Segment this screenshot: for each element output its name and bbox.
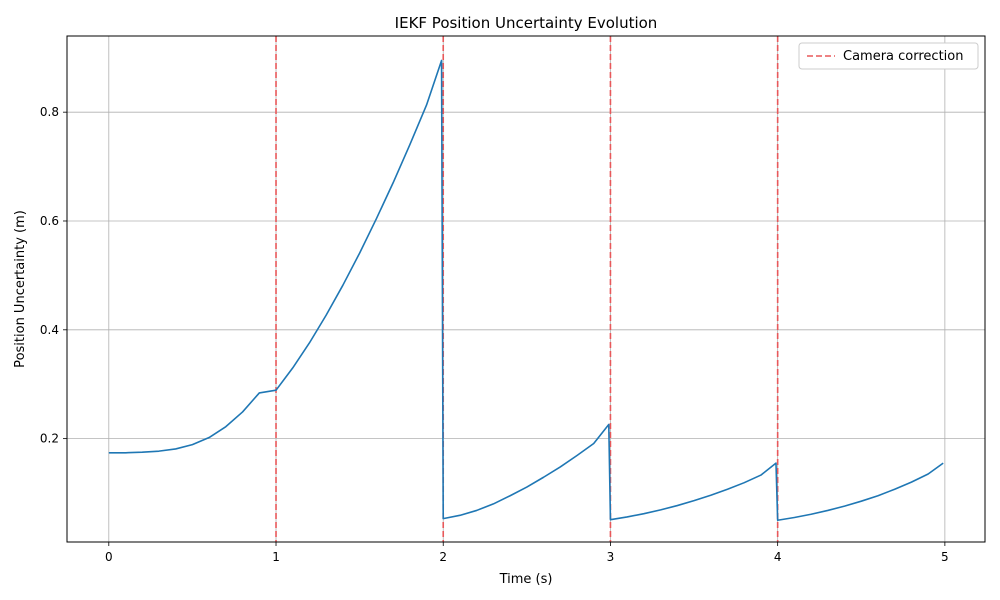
x-tick-label: 5 bbox=[941, 550, 949, 564]
chart-title: IEKF Position Uncertainty Evolution bbox=[395, 14, 658, 32]
uncertainty-line bbox=[108, 59, 944, 522]
y-tick-label: 0.8 bbox=[40, 105, 59, 119]
x-tick-label: 3 bbox=[607, 550, 615, 564]
x-axis-label: Time (s) bbox=[499, 572, 553, 587]
y-tick-label: 0.6 bbox=[40, 214, 59, 228]
y-tick-label: 0.2 bbox=[40, 432, 59, 446]
x-axis-ticks: 0 1 2 3 4 5 bbox=[105, 542, 949, 564]
uncertainty-series-line bbox=[108, 59, 944, 522]
plot-frame bbox=[66, 35, 986, 543]
y-tick-label: 0.4 bbox=[40, 323, 59, 337]
x-tick-label: 4 bbox=[774, 550, 782, 564]
camera-correction-lines bbox=[275, 36, 779, 542]
y-axis-ticks: 0.2 0.4 0.6 0.8 bbox=[40, 105, 67, 446]
y-axis-label: Position Uncertainty (m) bbox=[13, 210, 28, 368]
legend: Camera correction bbox=[798, 42, 979, 70]
grid-lines bbox=[67, 36, 985, 542]
x-tick-label: 0 bbox=[105, 550, 113, 564]
x-tick-label: 1 bbox=[272, 550, 280, 564]
legend-box bbox=[798, 42, 979, 70]
x-tick-label: 2 bbox=[439, 550, 447, 564]
legend-label-camera-correction: Camera correction bbox=[843, 49, 963, 64]
